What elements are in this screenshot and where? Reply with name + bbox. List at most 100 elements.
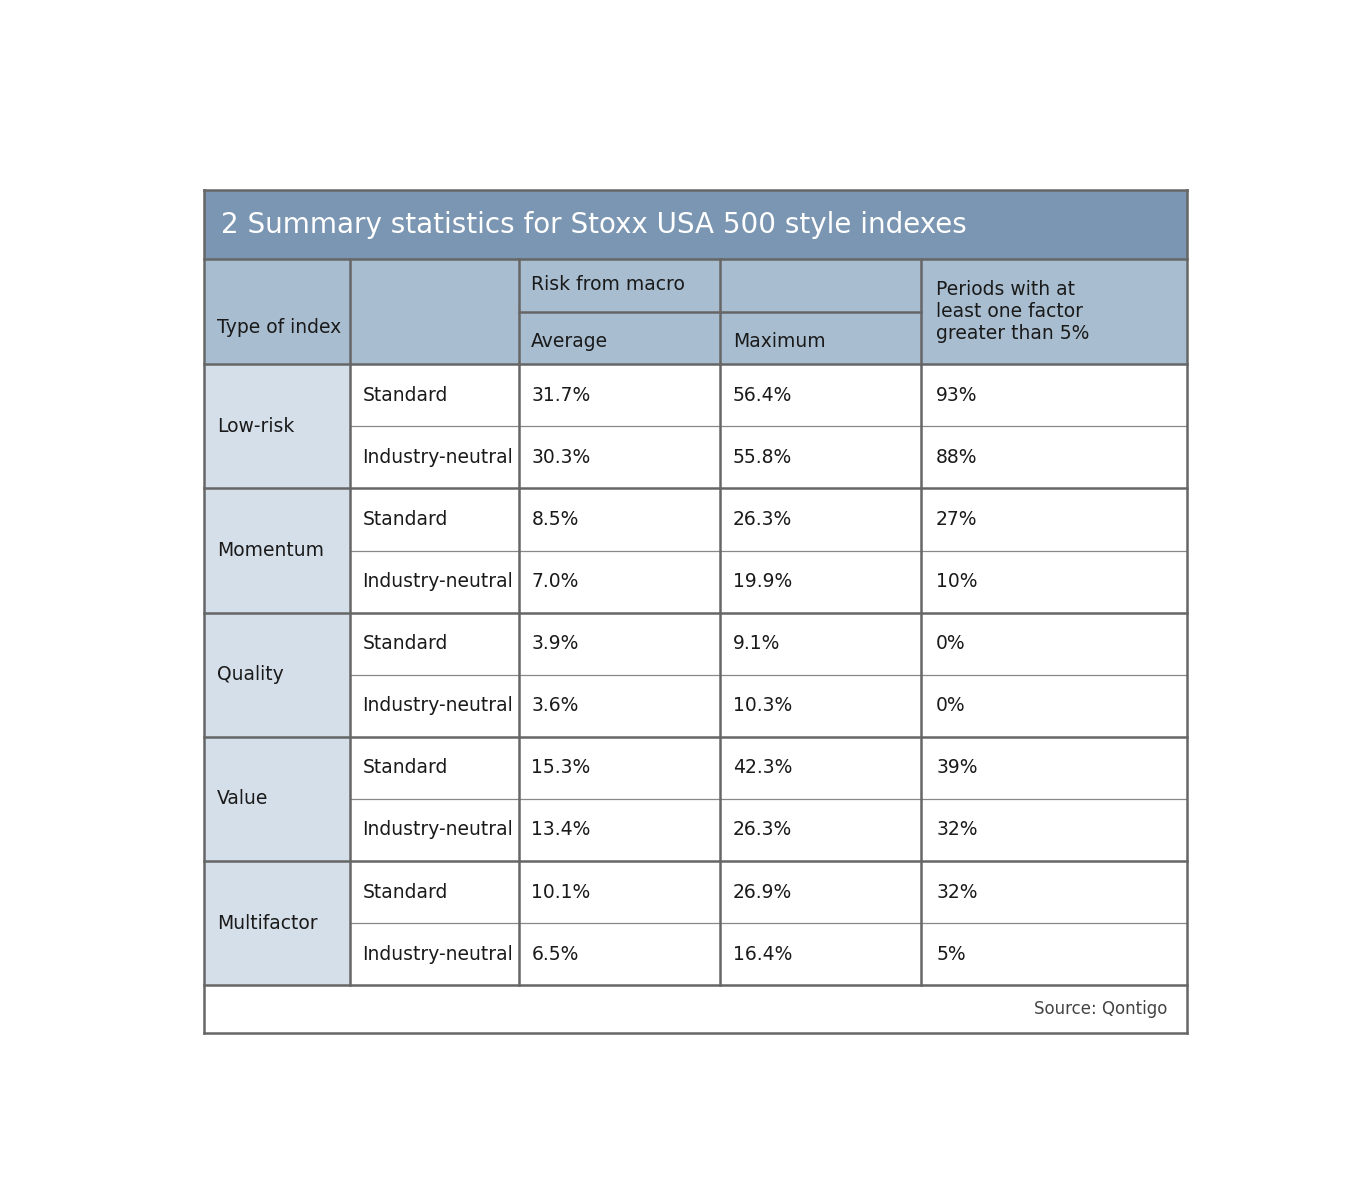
Bar	[518, 737, 721, 799]
Text: 39%: 39%	[936, 758, 977, 777]
Bar	[721, 923, 921, 986]
Text: 5%: 5%	[936, 945, 966, 964]
Bar	[721, 364, 921, 426]
Bar	[721, 613, 921, 675]
Bar	[205, 260, 1186, 364]
Bar	[518, 426, 721, 489]
Text: Type of index: Type of index	[217, 318, 341, 337]
Bar	[518, 799, 721, 861]
Text: Industry-neutral: Industry-neutral	[362, 945, 513, 964]
Bar	[205, 489, 350, 613]
Bar	[518, 364, 721, 426]
Bar	[518, 550, 721, 613]
Text: 16.4%: 16.4%	[733, 945, 792, 964]
Bar	[721, 489, 921, 550]
Text: Standard: Standard	[362, 882, 448, 901]
Text: Standard: Standard	[362, 385, 448, 404]
Text: 9.1%: 9.1%	[733, 635, 780, 653]
Bar	[518, 489, 721, 550]
Text: Standard: Standard	[362, 758, 448, 777]
Text: 93%: 93%	[936, 385, 977, 404]
Bar	[921, 923, 1186, 986]
Bar	[921, 364, 1186, 426]
Bar	[921, 489, 1186, 550]
Text: Maximum: Maximum	[733, 332, 825, 351]
Text: 8.5%: 8.5%	[532, 510, 578, 529]
Bar	[350, 737, 518, 799]
Bar	[518, 675, 721, 737]
Bar	[721, 550, 921, 613]
Bar	[205, 737, 350, 861]
Bar	[921, 613, 1186, 675]
Text: Multifactor: Multifactor	[217, 913, 318, 932]
Text: 3.9%: 3.9%	[532, 635, 578, 653]
Bar	[205, 364, 350, 489]
Bar	[921, 426, 1186, 489]
Bar	[721, 861, 921, 923]
Text: 2 Summary statistics for Stoxx USA 500 style indexes: 2 Summary statistics for Stoxx USA 500 s…	[221, 210, 968, 238]
Bar	[921, 861, 1186, 923]
Text: 26.9%: 26.9%	[733, 882, 792, 901]
Text: 10.3%: 10.3%	[733, 696, 792, 715]
Text: 56.4%: 56.4%	[733, 385, 792, 404]
Text: Standard: Standard	[362, 635, 448, 653]
Text: Industry-neutral: Industry-neutral	[362, 572, 513, 591]
Text: 26.3%: 26.3%	[733, 821, 792, 840]
Bar	[350, 675, 518, 737]
Text: 6.5%: 6.5%	[532, 945, 578, 964]
Text: 3.6%: 3.6%	[532, 696, 578, 715]
Text: Periods with at
least one factor
greater than 5%: Periods with at least one factor greater…	[936, 280, 1090, 343]
Text: 31.7%: 31.7%	[532, 385, 590, 404]
Bar	[921, 675, 1186, 737]
Text: Value: Value	[217, 790, 269, 809]
Bar	[721, 426, 921, 489]
Bar	[721, 675, 921, 737]
Text: Low-risk: Low-risk	[217, 416, 294, 435]
Text: Quality: Quality	[217, 665, 284, 684]
Text: 19.9%: 19.9%	[733, 572, 792, 591]
Bar	[205, 861, 350, 986]
Bar	[350, 550, 518, 613]
Text: Industry-neutral: Industry-neutral	[362, 696, 513, 715]
Text: 0%: 0%	[936, 635, 966, 653]
Bar	[350, 799, 518, 861]
Text: 10.1%: 10.1%	[532, 882, 590, 901]
Text: Risk from macro: Risk from macro	[532, 275, 685, 294]
Text: 27%: 27%	[936, 510, 977, 529]
Text: 10%: 10%	[936, 572, 977, 591]
Text: Industry-neutral: Industry-neutral	[362, 821, 513, 840]
Bar	[518, 923, 721, 986]
Text: Source: Qontigo: Source: Qontigo	[1034, 1000, 1167, 1018]
Text: 32%: 32%	[936, 821, 977, 840]
Bar	[518, 861, 721, 923]
Bar	[205, 190, 1186, 260]
Bar	[921, 737, 1186, 799]
Text: 55.8%: 55.8%	[733, 448, 792, 467]
Bar	[721, 799, 921, 861]
Bar	[721, 737, 921, 799]
Text: Average: Average	[532, 332, 608, 351]
Text: 88%: 88%	[936, 448, 977, 467]
Bar	[921, 550, 1186, 613]
Text: 26.3%: 26.3%	[733, 510, 792, 529]
Text: 0%: 0%	[936, 696, 966, 715]
Text: Industry-neutral: Industry-neutral	[362, 448, 513, 467]
Bar	[518, 613, 721, 675]
Bar	[350, 364, 518, 426]
Bar	[350, 923, 518, 986]
Bar	[350, 426, 518, 489]
Text: 30.3%: 30.3%	[532, 448, 590, 467]
Text: 13.4%: 13.4%	[532, 821, 590, 840]
Bar	[350, 861, 518, 923]
Text: 7.0%: 7.0%	[532, 572, 578, 591]
Bar	[350, 613, 518, 675]
Text: Standard: Standard	[362, 510, 448, 529]
Text: 42.3%: 42.3%	[733, 758, 792, 777]
Bar	[921, 799, 1186, 861]
Text: 32%: 32%	[936, 882, 977, 901]
Bar	[205, 986, 1186, 1033]
Text: 15.3%: 15.3%	[532, 758, 590, 777]
Bar	[205, 613, 350, 737]
Bar	[350, 489, 518, 550]
Text: Momentum: Momentum	[217, 541, 324, 560]
